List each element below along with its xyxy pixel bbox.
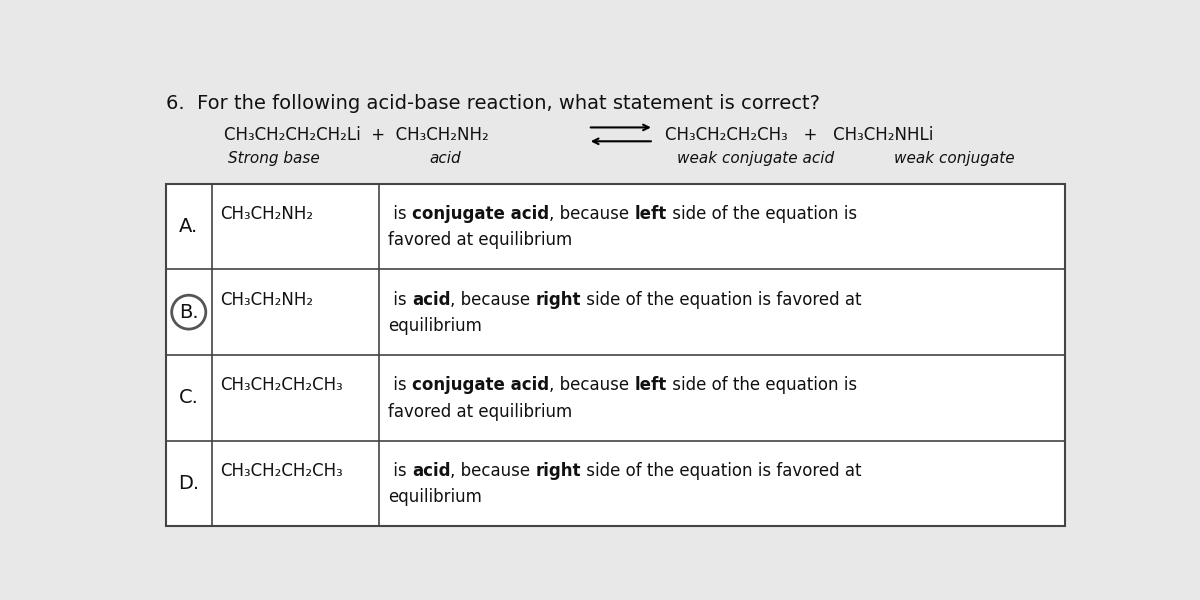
Text: , because: , because — [548, 205, 635, 223]
Text: CH₃CH₂CH₂CH₃: CH₃CH₂CH₂CH₃ — [220, 462, 342, 480]
Text: acid: acid — [412, 291, 450, 309]
Text: acid: acid — [412, 462, 450, 480]
Text: CH₃CH₂CH₂CH₂Li  +  CH₃CH₂NH₂: CH₃CH₂CH₂CH₂Li + CH₃CH₂NH₂ — [223, 126, 488, 144]
Text: is: is — [388, 291, 412, 309]
Text: favored at equilibrium: favored at equilibrium — [388, 232, 572, 250]
Text: C.: C. — [179, 388, 199, 407]
Text: CH₃CH₂NH₂: CH₃CH₂NH₂ — [220, 205, 313, 223]
Text: A.: A. — [179, 217, 198, 236]
Text: equilibrium: equilibrium — [388, 488, 482, 506]
Text: is: is — [388, 376, 412, 394]
Text: CH₃CH₂NH₂: CH₃CH₂NH₂ — [220, 291, 313, 309]
Text: , because: , because — [450, 462, 535, 480]
Text: conjugate acid: conjugate acid — [412, 205, 548, 223]
Text: CH₃CH₂CH₂CH₃   +   CH₃CH₂NHLi: CH₃CH₂CH₂CH₃ + CH₃CH₂NHLi — [665, 126, 934, 144]
Text: 6.  For the following acid-base reaction, what statement is correct?: 6. For the following acid-base reaction,… — [166, 94, 820, 113]
Text: acid: acid — [430, 151, 461, 166]
Text: D.: D. — [178, 474, 199, 493]
Text: Strong base: Strong base — [228, 151, 319, 166]
Text: side of the equation is favored at: side of the equation is favored at — [581, 462, 862, 480]
Text: conjugate acid: conjugate acid — [412, 376, 548, 394]
Text: equilibrium: equilibrium — [388, 317, 482, 335]
Text: is: is — [388, 205, 412, 223]
Text: side of the equation is: side of the equation is — [666, 205, 857, 223]
Text: B.: B. — [179, 302, 198, 322]
Text: left: left — [635, 205, 666, 223]
Text: is: is — [388, 462, 412, 480]
Text: , because: , because — [450, 291, 535, 309]
Text: , because: , because — [548, 376, 635, 394]
Text: left: left — [635, 376, 666, 394]
Text: weak conjugate acid: weak conjugate acid — [677, 151, 834, 166]
Text: right: right — [535, 462, 581, 480]
Text: favored at equilibrium: favored at equilibrium — [388, 403, 572, 421]
Text: weak conjugate: weak conjugate — [894, 151, 1015, 166]
Text: CH₃CH₂CH₂CH₃: CH₃CH₂CH₂CH₃ — [220, 376, 342, 394]
Text: side of the equation is favored at: side of the equation is favored at — [581, 291, 862, 309]
Bar — [166, 184, 1064, 526]
Text: side of the equation is: side of the equation is — [666, 376, 857, 394]
Text: right: right — [535, 291, 581, 309]
